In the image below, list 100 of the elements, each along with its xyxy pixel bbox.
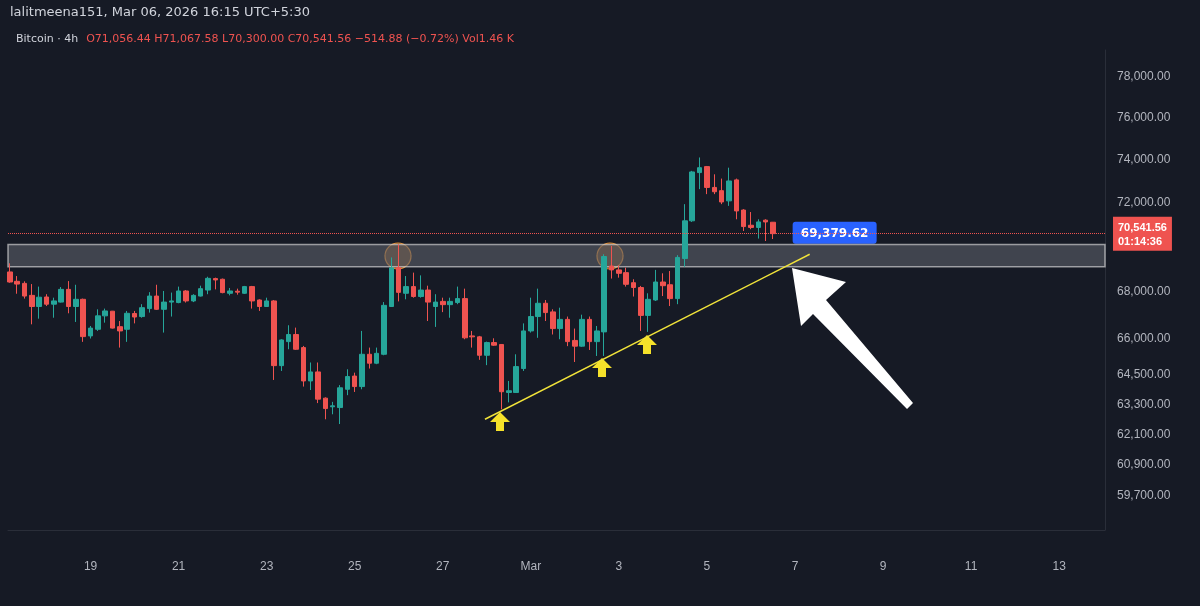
candlestick [359,330,365,390]
y-tick-label: 63,300.00 [1117,396,1171,411]
candlestick [697,156,702,190]
y-tick-label: 60,900.00 [1117,457,1171,472]
candlestick [572,328,578,363]
candlestick [381,301,387,356]
candlestick [139,303,145,319]
candlestick [499,343,504,410]
x-tick-label: 9 [879,559,887,573]
candlestick [645,292,651,333]
candlestick [352,372,357,393]
y-tick-label: 76,000.00 [1117,109,1171,124]
candlestick [367,347,372,370]
candlestick [712,173,717,195]
x-tick-label: 5 [703,559,711,573]
candlestick [726,167,732,207]
candlestick [440,297,446,313]
candlestick [675,254,680,305]
x-tick-label: 21 [171,559,186,573]
text: lalitmeena151, Mar 06, 2026 16:15 UTC+5:30 [10,4,310,19]
chart-subtitle: O71,056.44 H71,067.58 L70,300.00 C70,541.56 −514.88 (−0.72%) Vol1.46 K [86,32,514,45]
y-tick-label: 78,000.00 [1117,68,1171,83]
ref-line-label: 70,541.56 01:14:36 [1118,220,1167,247]
candlestick [73,284,79,323]
candlestick [565,316,570,347]
candlestick [161,290,167,334]
x-tick-label: Mar [520,559,542,573]
candlestick [491,337,497,347]
y-tick-label: 68,000.00 [1117,284,1171,299]
candlestick [719,178,724,205]
candlestick [734,178,739,220]
candlestick [176,286,181,304]
candlestick [183,289,189,304]
candlestick [198,285,203,298]
candlestick [403,275,409,300]
candlestick [110,310,115,330]
candlestick [330,401,335,415]
candlestick [433,293,438,328]
x-tick-label: 11 [964,559,978,573]
candlestick [264,297,269,308]
y-tick-label: 62,100.00 [1117,426,1171,441]
candlestick [418,274,424,299]
candlestick [301,345,306,388]
candlestick [205,276,211,295]
candlestick [447,297,453,319]
candlestick [741,208,746,232]
candlestick [345,368,350,396]
candlestick [271,299,277,381]
candlestick [587,316,592,351]
chart-title: Bitcoin · 4h [16,32,79,45]
candlestick [704,165,710,195]
candlestick [235,288,240,296]
candlestick [521,322,526,372]
candlestick [132,310,137,324]
candlestick [638,285,644,332]
x-tick-label: 19 [83,559,98,573]
candlestick [242,285,247,295]
x-tick-label: 13 [1052,559,1067,573]
candlestick [66,280,71,314]
candlestick [411,272,416,299]
candlestick [36,286,42,320]
candlestick [286,324,291,350]
candlestick [396,243,401,302]
candlestick [213,277,218,290]
candlestick [169,292,174,318]
candlestick [550,308,556,335]
candlestick [337,384,343,425]
y-tick-label: 72,000.00 [1117,194,1171,209]
candlestick [315,361,321,404]
candlestick [191,293,196,303]
candlestick [227,287,233,296]
y-tick-label: 59,700.00 [1117,488,1171,503]
candlestick [124,310,130,343]
candlestick [389,256,394,308]
candlestick [557,307,563,340]
candlestick [455,286,460,305]
x-tick-label: 25 [348,559,362,573]
candlestick [609,245,614,280]
candlestick [88,325,93,340]
candlestick [477,335,482,361]
candlestick [44,293,49,307]
candlestick [147,291,152,314]
x-tick-label: 3 [615,559,623,573]
y-tick-label: 64,500.00 [1117,367,1171,382]
y-tick-label: 74,000.00 [1117,151,1171,166]
x-tick-label: 27 [436,559,450,573]
candlestick [748,211,754,230]
candlestick [293,327,299,351]
candlestick [425,285,431,322]
candlestick [631,278,636,298]
x-tick-label: 7 [791,559,799,573]
x-tick-label: 23 [259,559,274,573]
candlestick [249,285,255,310]
candlestick [80,298,86,343]
candlestick [154,284,159,311]
candlestick [29,283,35,325]
annotation: 69,379.62 [800,225,869,240]
candlestick [653,269,658,302]
candlestick [756,218,761,240]
candlestick [374,347,379,365]
